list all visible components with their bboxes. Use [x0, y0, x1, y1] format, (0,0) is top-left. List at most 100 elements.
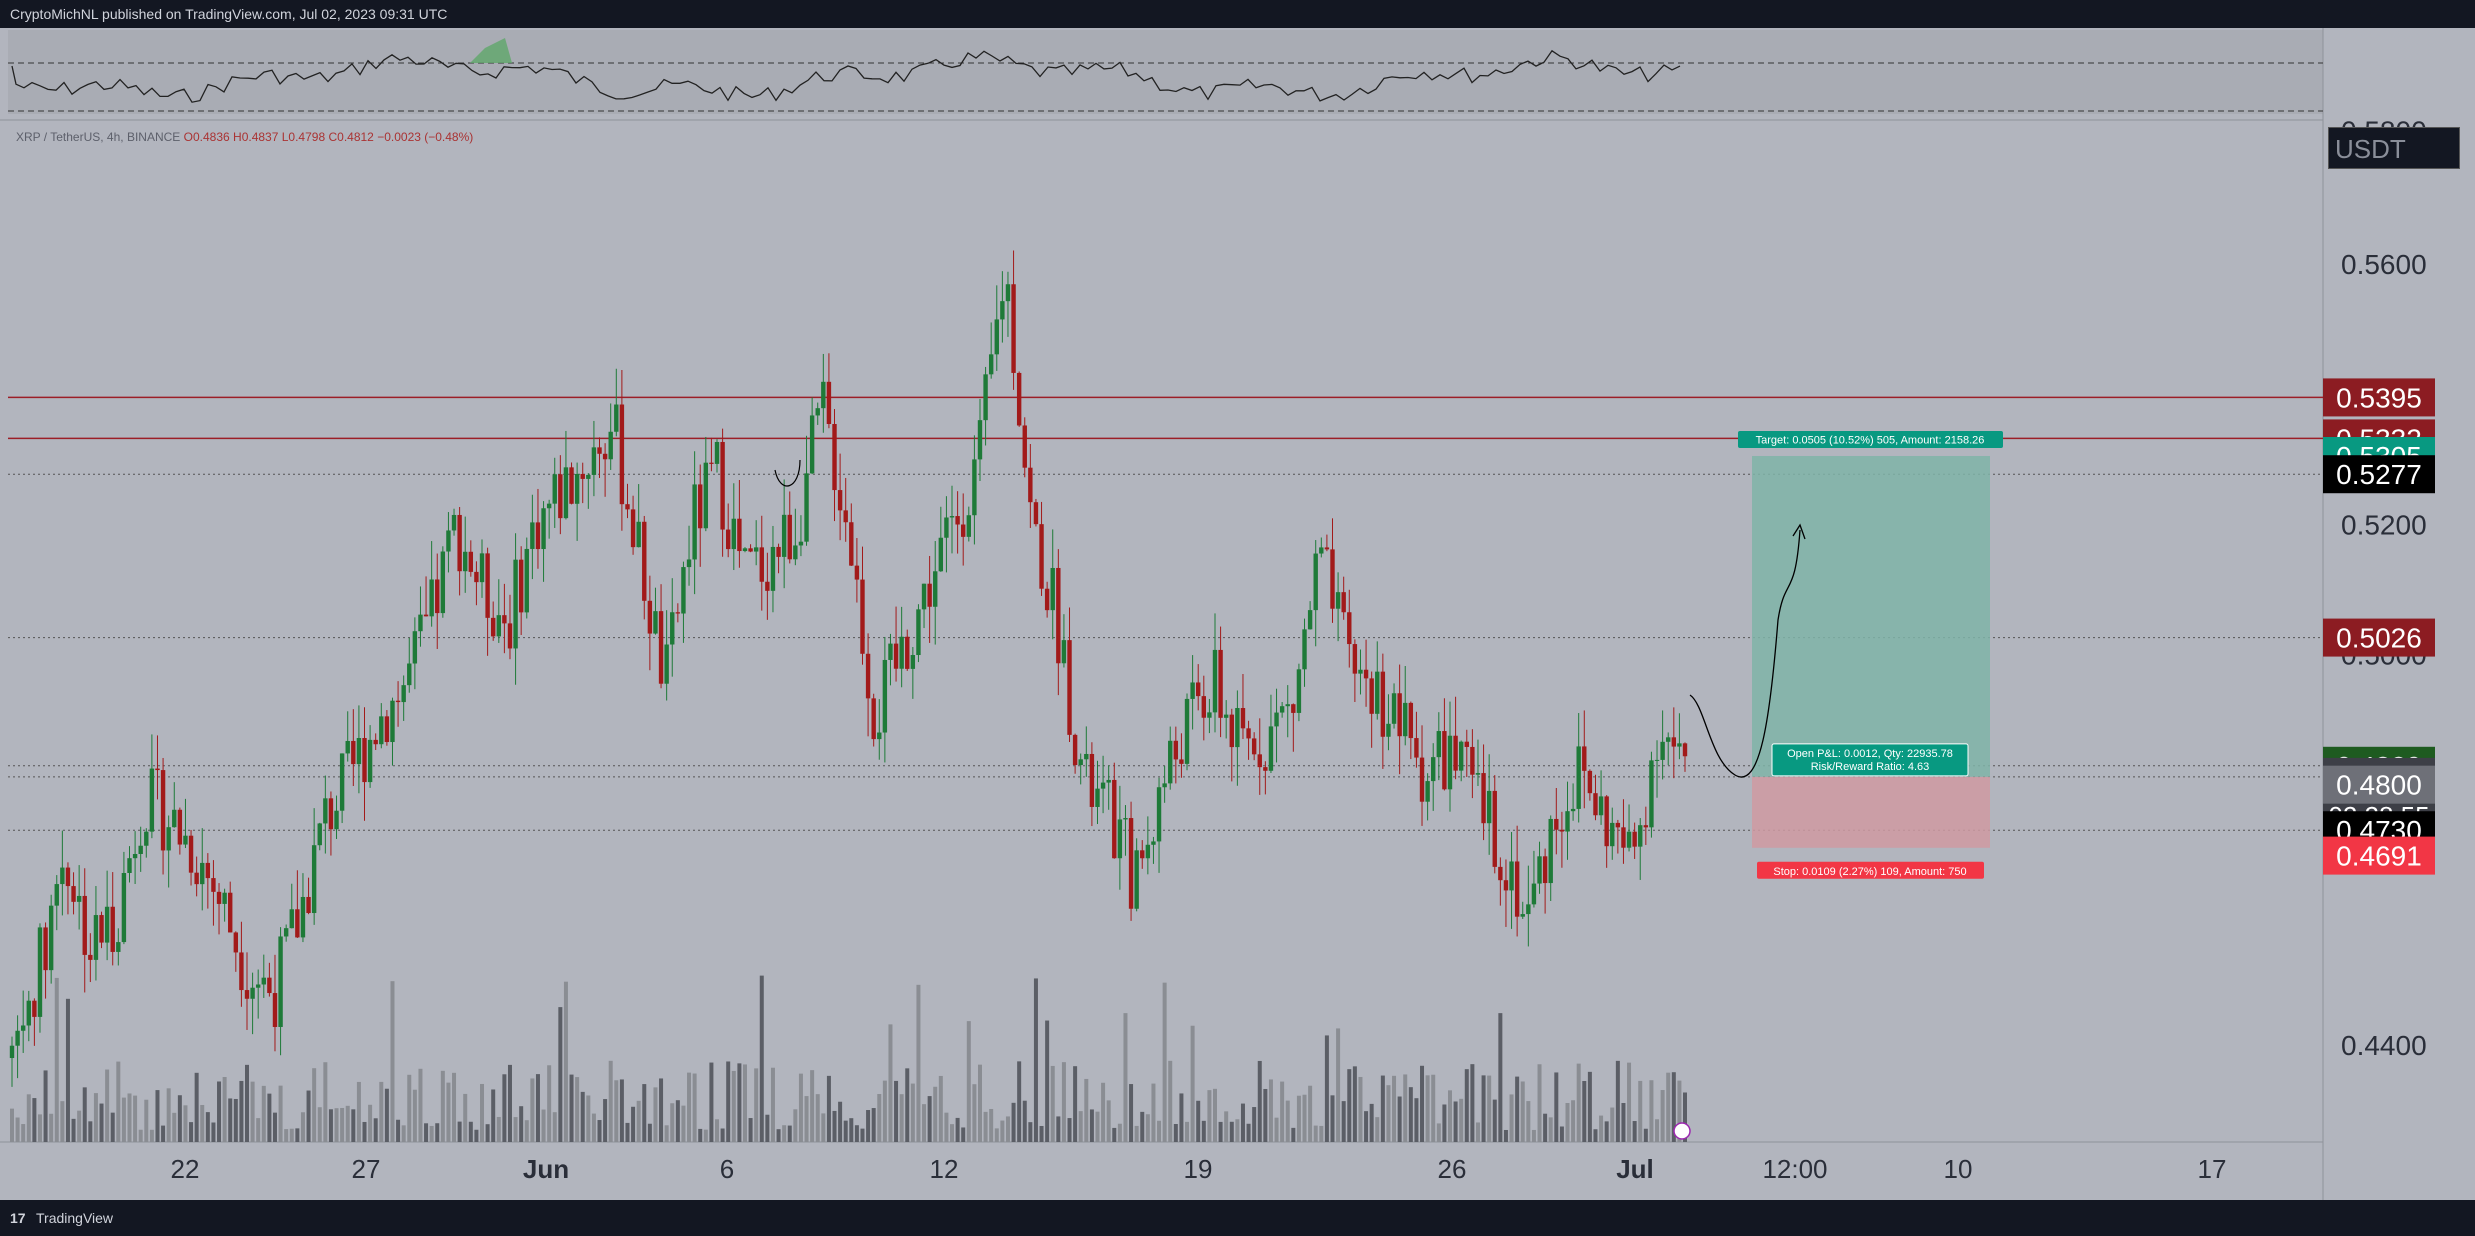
- volume-bar: [1420, 1065, 1425, 1142]
- volume-bar: [1666, 1072, 1671, 1142]
- volume-bar: [446, 1082, 451, 1142]
- volume-bar: [1089, 1109, 1094, 1142]
- candle-body: [1414, 738, 1419, 758]
- candle-body: [250, 987, 255, 999]
- candle-body: [921, 583, 927, 610]
- volume-bar: [1576, 1063, 1581, 1142]
- volume-bar: [1145, 1114, 1150, 1142]
- volume-bar: [1397, 1096, 1402, 1142]
- volume-bar: [502, 1074, 507, 1142]
- volume-bar: [1252, 1107, 1257, 1142]
- volume-bar: [250, 1081, 255, 1142]
- volume-bar: [1537, 1064, 1542, 1142]
- candle-body: [485, 553, 490, 618]
- candle-body: [524, 548, 529, 613]
- volume-bar: [1011, 1102, 1016, 1142]
- candle-body: [893, 643, 899, 669]
- volume-bar: [194, 1072, 199, 1142]
- volume-bar: [306, 1090, 311, 1142]
- candle-body: [200, 862, 205, 885]
- candle-body: [1403, 702, 1408, 737]
- candle-body: [65, 867, 71, 887]
- volume-bar: [278, 1085, 283, 1142]
- candle-body: [748, 548, 753, 552]
- candle-body: [390, 700, 395, 743]
- candle-body: [546, 503, 552, 509]
- tradingview-brand: TradingView: [36, 1210, 114, 1226]
- price-badge-label: 0.4800: [2336, 770, 2422, 801]
- candle-body: [1106, 779, 1111, 783]
- candle-body: [961, 524, 966, 537]
- volume-bar: [1683, 1092, 1687, 1142]
- volume-bar: [1190, 1025, 1195, 1142]
- candle-body: [395, 700, 401, 703]
- candle-body: [451, 514, 457, 531]
- candle-body: [407, 663, 412, 686]
- volume-bar: [826, 1075, 831, 1142]
- time-axis-label: 10: [1944, 1154, 1973, 1184]
- candle-body: [1196, 682, 1201, 697]
- volume-bar: [922, 1104, 927, 1142]
- candle-body: [93, 915, 99, 960]
- volume-bar: [1582, 1081, 1587, 1142]
- candle-body: [1677, 743, 1682, 747]
- candle-body: [334, 810, 339, 830]
- volume-bar: [1599, 1115, 1604, 1142]
- candle-body: [311, 845, 317, 914]
- volume-bar: [267, 1093, 272, 1142]
- candle-body: [300, 896, 306, 938]
- candle-body: [731, 518, 736, 550]
- candle-body: [1335, 592, 1341, 609]
- publish-info: CryptoMichNL published on TradingView.co…: [10, 6, 448, 22]
- candle-body: [1201, 696, 1207, 718]
- candle-body: [1117, 819, 1123, 859]
- volume-bar: [110, 1112, 115, 1142]
- candle-body: [698, 484, 703, 529]
- candle-body: [1391, 693, 1397, 724]
- volume-bar: [116, 1061, 121, 1142]
- candle-body: [597, 447, 602, 454]
- close-value: C0.4812: [328, 130, 374, 144]
- volume-bar: [133, 1095, 138, 1142]
- candle-body: [233, 932, 239, 953]
- volume-bar: [507, 1064, 512, 1142]
- candle-body: [1610, 822, 1615, 847]
- candle-body: [1044, 588, 1050, 611]
- volume-bar: [877, 1094, 882, 1142]
- candle-body: [949, 516, 955, 518]
- time-axis-label: 6: [720, 1154, 734, 1184]
- lightning-icon[interactable]: [1673, 1122, 1691, 1140]
- volume-bar: [323, 1062, 328, 1142]
- candle-body: [423, 614, 429, 617]
- candle-body: [815, 408, 820, 416]
- target-zone[interactable]: [1752, 455, 1990, 777]
- volume-bar: [894, 1080, 899, 1142]
- volume-bar: [1067, 1118, 1072, 1142]
- volume-bar: [1649, 1080, 1654, 1142]
- currency-button[interactable]: USDT: [2328, 127, 2460, 169]
- volume-bar: [1117, 1123, 1122, 1142]
- candle-body: [994, 319, 999, 355]
- candle-body: [1173, 740, 1179, 760]
- volume-bar: [770, 1067, 775, 1142]
- candle-body: [569, 467, 574, 504]
- candle-body: [513, 559, 518, 649]
- candle-body: [496, 615, 501, 637]
- volume-bar: [1386, 1085, 1391, 1142]
- volume-bar: [703, 1129, 708, 1142]
- volume-bar: [390, 981, 395, 1142]
- candle-body: [1470, 746, 1475, 775]
- time-axis-label: 12:00: [1762, 1154, 1827, 1184]
- price-chart[interactable]: Target: 0.0505 (10.52%) 505, Amount: 215…: [0, 0, 2475, 1200]
- volume-bar: [1442, 1104, 1447, 1142]
- volume-bar: [916, 984, 921, 1142]
- candle-body: [1554, 818, 1559, 830]
- stop-zone[interactable]: [1752, 776, 1990, 848]
- footer: 17 TradingView: [0, 1200, 2475, 1236]
- candle-body: [1386, 723, 1391, 737]
- volume-bar: [368, 1104, 373, 1142]
- candle-body: [1089, 753, 1095, 807]
- volume-bar: [412, 1089, 417, 1142]
- candle-body: [1302, 629, 1307, 670]
- volume-bar: [1610, 1107, 1615, 1142]
